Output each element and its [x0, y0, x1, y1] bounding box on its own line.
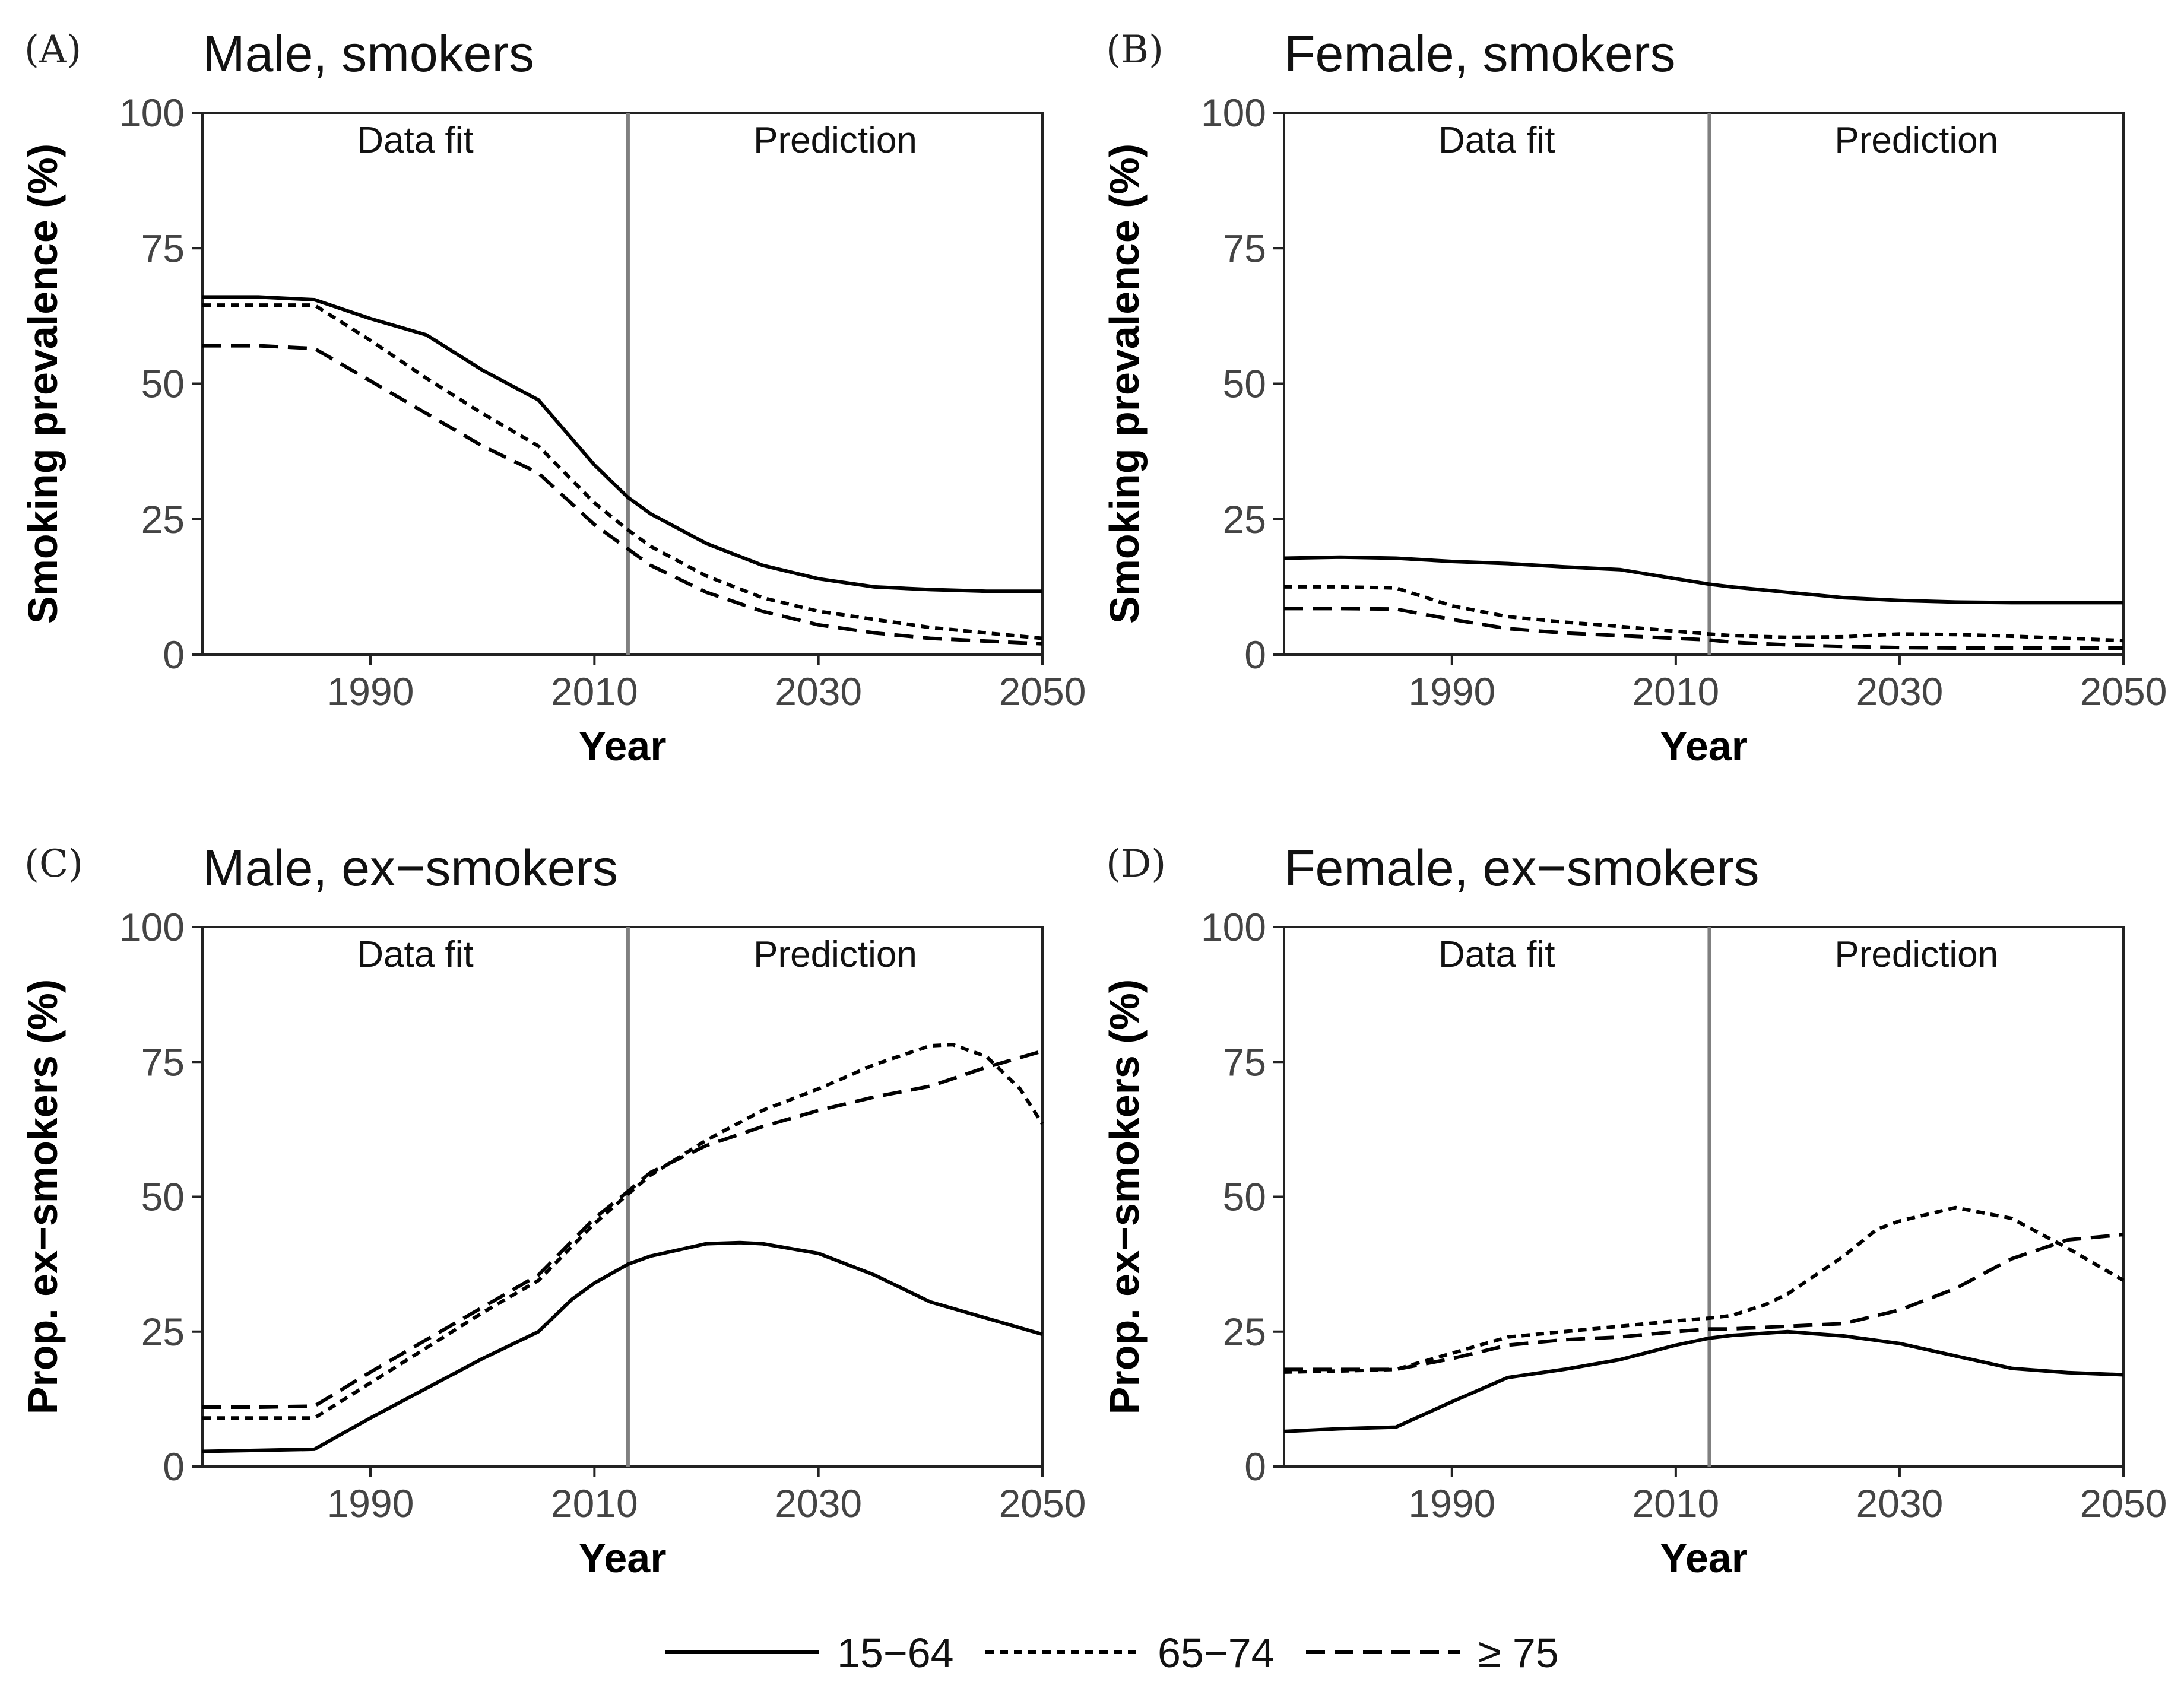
series-line-dotted	[202, 303, 1043, 640]
region-label-prediction: Prediction	[753, 934, 917, 975]
y-tick-label: 25	[1223, 1310, 1266, 1354]
series-line-dotted	[1283, 1205, 2125, 1374]
series-line-dashed	[1284, 1233, 2124, 1372]
legend-label: 15−64	[837, 1630, 954, 1676]
panel-letter: (C)	[24, 842, 83, 886]
y-tick-label: 100	[1201, 905, 1266, 949]
panel-title: Female, smokers	[1284, 26, 1676, 82]
panel-letter: (D)	[1106, 842, 1166, 886]
y-tick-label: 100	[119, 905, 185, 949]
x-tick-label: 2050	[2080, 1481, 2167, 1525]
x-tick-label: 2050	[2080, 669, 2167, 713]
y-tick-label: 75	[1223, 226, 1266, 270]
plot-frame	[201, 112, 1044, 656]
y-tick-label: 0	[1244, 1445, 1266, 1488]
y-tick-label: 25	[1223, 497, 1266, 541]
panel-title: Male, ex−smokers	[202, 840, 618, 897]
y-tick-label: 0	[1244, 633, 1266, 677]
chart-panel: (C) Male, ex−smokers 0 25 50 75 100 1990 2010 203…	[20, 840, 1086, 1581]
series-line-solid	[1283, 1329, 2124, 1433]
region-label-data-fit: Data fit	[1438, 120, 1555, 161]
chart-panel: (B) Female, smokers 0 25 50 75 100 1990 2010 2030…	[1101, 26, 2167, 769]
series-line-dotted	[202, 1043, 1044, 1420]
x-axis-title: Year	[579, 1535, 667, 1581]
legend-label: ≥ 75	[1478, 1630, 1559, 1676]
x-tick-label: 2010	[1632, 669, 1719, 713]
region-label-prediction: Prediction	[753, 120, 917, 161]
region-label-data-fit: Data fit	[357, 934, 473, 975]
plot-frame	[1283, 926, 2125, 1468]
y-tick-label: 0	[163, 633, 185, 677]
legend: 15−64 65−74 ≥ 75	[665, 1630, 1559, 1676]
panel-title: Female, ex−smokers	[1284, 840, 1760, 897]
region-label-prediction: Prediction	[1834, 120, 1998, 161]
y-tick-label: 50	[1223, 1175, 1266, 1219]
y-tick-label: 50	[1223, 362, 1266, 406]
y-tick-label: 25	[141, 1310, 185, 1354]
y-tick-label: 0	[163, 1445, 185, 1488]
x-axis-title: Year	[1660, 723, 1748, 769]
x-tick-label: 2050	[999, 669, 1086, 713]
y-tick-label: 50	[141, 362, 185, 406]
y-tick-label: 75	[1223, 1040, 1266, 1084]
panel-title: Male, smokers	[202, 26, 534, 82]
y-axis-title: Smoking prevalence (%)	[1101, 144, 1148, 624]
chart-panel: (D) Female, ex−smokers 0 25 50 75 100 1990 2010 2…	[1101, 840, 2167, 1581]
region-label-data-fit: Data fit	[1438, 934, 1555, 975]
y-tick-label: 50	[141, 1175, 185, 1219]
legend-label: 65−74	[1158, 1630, 1275, 1676]
chart-panel: (A) Male, smokers 0 25 50 75 100 1990 2010 2030 20…	[20, 26, 1086, 769]
x-tick-label: 2010	[551, 1481, 638, 1525]
series-line-dotted	[1284, 585, 2124, 643]
panel-letter: (B)	[1106, 28, 1164, 72]
series-line-solid	[202, 295, 1042, 593]
series-line-dashed	[202, 344, 1043, 646]
panel-letter: (A)	[24, 28, 81, 72]
y-axis-title: Prop. ex−smokers (%)	[20, 979, 66, 1414]
x-axis-title: Year	[1660, 1535, 1748, 1581]
panels: (A) Male, smokers 0 25 50 75 100 1990 2010 2030 20…	[20, 26, 2167, 1581]
x-tick-label: 2030	[775, 1481, 862, 1525]
x-axis-title: Year	[579, 723, 667, 769]
x-tick-label: 2030	[775, 669, 862, 713]
series-line-solid	[202, 1240, 1043, 1453]
series-line-dashed	[202, 1049, 1043, 1409]
x-tick-label: 2030	[1856, 669, 1944, 713]
x-tick-label: 2050	[999, 1481, 1086, 1525]
x-tick-label: 1990	[327, 669, 414, 713]
x-tick-label: 1990	[1408, 1481, 1495, 1525]
y-axis-title: Prop. ex−smokers (%)	[1101, 979, 1148, 1414]
x-tick-label: 2030	[1856, 1481, 1944, 1525]
y-tick-label: 75	[141, 1040, 185, 1084]
series-line-dashed	[1284, 607, 2123, 650]
x-tick-label: 1990	[327, 1481, 414, 1525]
series-line-solid	[1283, 555, 2123, 605]
region-label-data-fit: Data fit	[357, 120, 473, 161]
x-tick-label: 2010	[551, 669, 638, 713]
y-tick-label: 25	[141, 497, 185, 541]
y-tick-label: 75	[141, 226, 185, 270]
region-label-prediction: Prediction	[1834, 934, 1998, 975]
plot-frame	[1283, 112, 2125, 656]
x-tick-label: 1990	[1408, 669, 1495, 713]
y-tick-label: 100	[1201, 91, 1266, 135]
x-tick-label: 2010	[1632, 1481, 1719, 1525]
y-tick-label: 100	[119, 91, 185, 135]
y-axis-title: Smoking prevalence (%)	[20, 144, 66, 624]
